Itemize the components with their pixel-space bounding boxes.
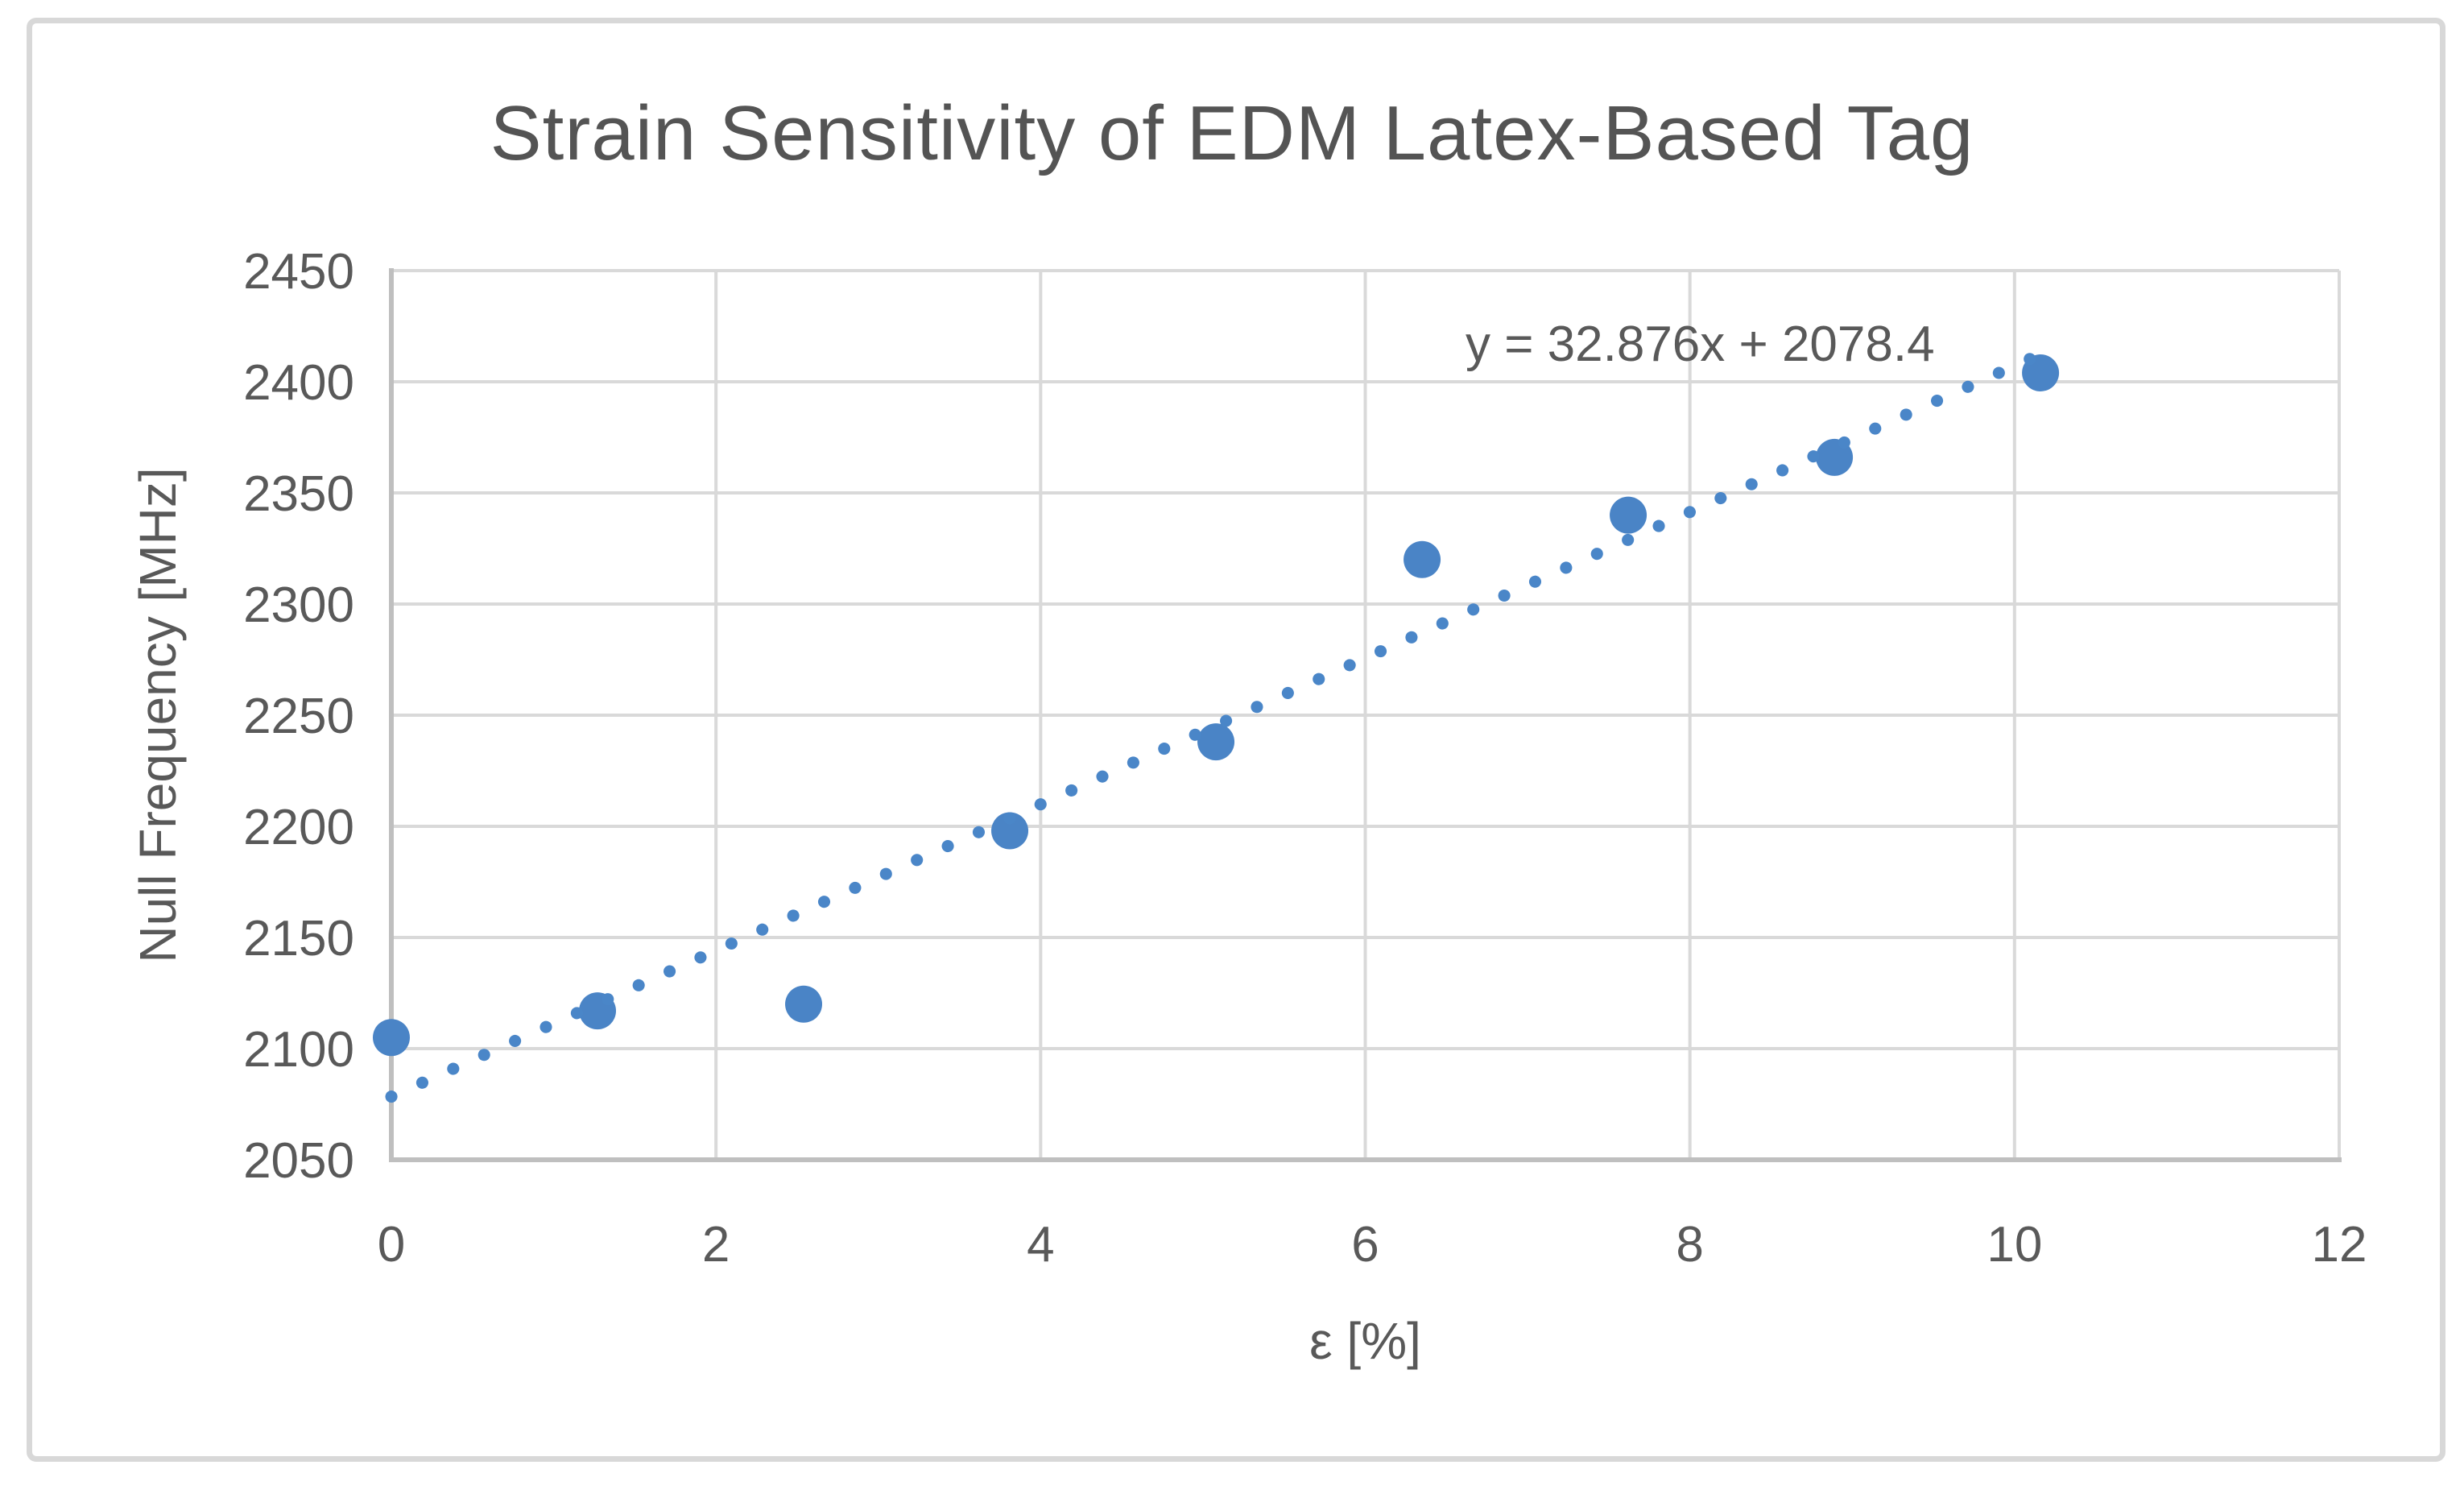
y-tick-label-2050: 2050 — [243, 1133, 354, 1189]
y-axis-title: Null Frequency [MHz] — [129, 467, 187, 963]
data-point-2 — [785, 985, 823, 1023]
trendline-equation-label: y = 32.876x + 2078.4 — [1466, 317, 1935, 372]
chart-title: Strain Sensitivity of EDM Latex-Based Ta… — [490, 90, 1974, 176]
x-tick-label-0: 0 — [378, 1217, 405, 1273]
y-tick-label-2450: 2450 — [243, 244, 354, 300]
data-point-5 — [1404, 540, 1441, 578]
y-tick-label-2300: 2300 — [243, 577, 354, 633]
y-tick-label-2400: 2400 — [243, 355, 354, 411]
y-tick-label-2150: 2150 — [243, 911, 354, 966]
data-point-0 — [373, 1019, 410, 1057]
x-axis-title: ε [%] — [1309, 1312, 1421, 1370]
chart-frame-border — [27, 18, 2445, 1462]
data-point-6 — [1610, 496, 1647, 534]
y-tick-label-2350: 2350 — [243, 466, 354, 522]
data-point-3 — [991, 812, 1029, 850]
y-tick-label-2100: 2100 — [243, 1022, 354, 1078]
x-tick-label-8: 8 — [1676, 1217, 1703, 1273]
y-tick-label-2200: 2200 — [243, 800, 354, 855]
x-tick-label-12: 12 — [2312, 1217, 2367, 1273]
y-tick-label-2250: 2250 — [243, 689, 354, 744]
x-tick-label-2: 2 — [702, 1217, 730, 1273]
x-tick-label-4: 4 — [1027, 1217, 1054, 1273]
x-tick-label-10: 10 — [1986, 1217, 2042, 1273]
trendline — [385, 348, 2047, 1103]
x-tick-label-6: 6 — [1351, 1217, 1379, 1273]
data-point-4 — [1197, 723, 1235, 761]
